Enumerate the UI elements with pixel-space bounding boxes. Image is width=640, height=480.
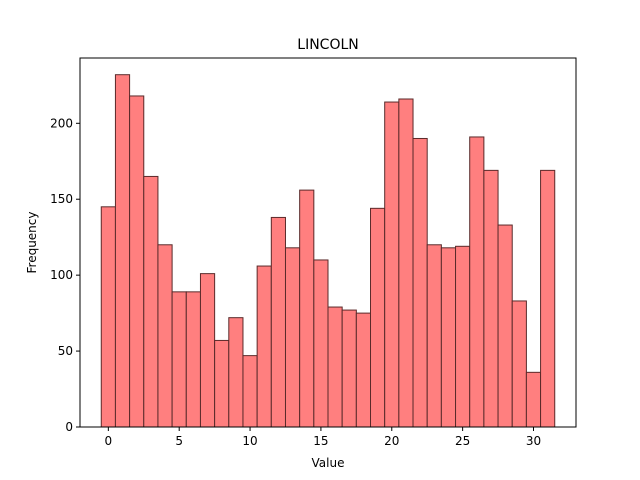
- histogram-bar-21: [398, 98, 414, 428]
- x-tick-label: 15: [313, 434, 328, 448]
- histogram-bar-25: [455, 245, 471, 428]
- histogram-bar-0: [100, 206, 116, 428]
- histogram-bar-23: [426, 244, 442, 428]
- y-axis-ticks: 0 50 100 150 200: [50, 116, 80, 434]
- histogram-bar-17: [341, 309, 357, 428]
- histogram-bar-3: [143, 175, 159, 428]
- histogram-bar-1: [114, 74, 131, 428]
- y-tick-label: 50: [58, 344, 73, 358]
- histogram-bar-26: [469, 136, 485, 428]
- y-tick-label: 100: [50, 268, 73, 282]
- chart-title: LINCOLN: [297, 37, 358, 53]
- x-tick-label: 5: [175, 434, 183, 448]
- plot-frame: [79, 57, 577, 428]
- histogram-bar-14: [299, 189, 315, 428]
- bars-group: [100, 74, 556, 428]
- histogram-bar-16: [327, 306, 343, 428]
- histogram-bar-10: [242, 355, 258, 428]
- x-axis-label: Value: [312, 456, 345, 470]
- histogram-bar-22: [412, 137, 428, 428]
- histogram-bar-7: [199, 273, 216, 428]
- y-tick-label: 0: [65, 420, 73, 434]
- histogram-bar-27: [483, 169, 499, 428]
- histogram-bar-6: [185, 291, 201, 428]
- histogram-bar-4: [157, 244, 173, 428]
- x-axis-ticks: 0 5 10 15 20 25 30: [105, 427, 541, 448]
- x-tick-label: 30: [526, 434, 541, 448]
- y-axis-label: Frequency: [25, 212, 39, 274]
- histogram-bar-8: [214, 339, 230, 428]
- x-tick-label: 0: [105, 434, 113, 448]
- histogram-bar-12: [270, 216, 286, 428]
- histogram-bar-11: [256, 265, 272, 428]
- histogram-bar-15: [313, 259, 329, 428]
- x-tick-label: 25: [455, 434, 470, 448]
- histogram-bar-2: [129, 95, 145, 428]
- histogram-bar-20: [384, 101, 400, 428]
- histogram-bar-29: [511, 300, 527, 428]
- histogram-bar-28: [497, 224, 513, 428]
- histogram-bar-9: [228, 317, 244, 428]
- histogram-bar-31: [540, 169, 556, 428]
- y-tick-label: 150: [50, 192, 73, 206]
- y-tick-label: 200: [50, 116, 73, 130]
- histogram-bar-30: [525, 371, 542, 428]
- histogram-bar-18: [355, 312, 372, 428]
- x-tick-label: 10: [242, 434, 257, 448]
- histogram-bar-19: [370, 207, 386, 428]
- histogram-bar-24: [440, 247, 457, 428]
- x-tick-label: 20: [384, 434, 399, 448]
- histogram-bar-5: [171, 291, 187, 428]
- histogram-bar-13: [284, 247, 301, 428]
